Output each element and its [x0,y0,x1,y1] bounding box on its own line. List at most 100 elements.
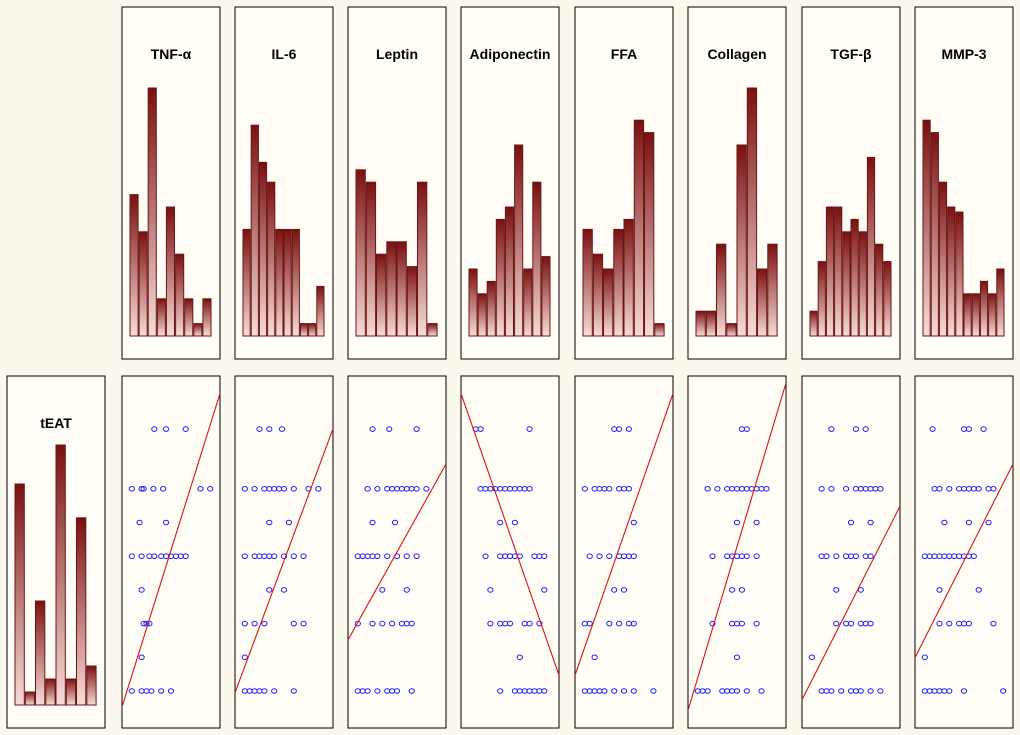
hist-var-4-bar-3 [613,228,624,337]
scatter-point-var-4-32 [601,688,608,694]
regression-line-var-0 [121,393,221,708]
scatter-point-var-3-34 [516,654,523,661]
scatter-point-var-6-33 [828,688,835,694]
hist-var-6-bar-3 [834,206,843,337]
scatter-point-var-4-14 [606,553,613,560]
hist-var-6-bar-5 [850,218,859,337]
scatter-point-var-5-1 [743,426,750,432]
scatter-point-var-2-20 [384,553,391,560]
hist-var-6-bar-9 [883,261,892,337]
hist-var-0-bar-6 [184,298,194,337]
scatter-point-var-1-14 [285,519,292,526]
hist-var-0-bar-5 [175,253,185,337]
scatter-point-var-6-3 [818,486,825,492]
scatter-point-var-3-24 [541,553,548,560]
hist-var-7-bar-5 [963,293,972,337]
hist-var-3-bar-3 [495,218,505,337]
scatter-point-var-7-31 [946,620,953,627]
scatter-point-var-6-22 [833,587,840,593]
hist-var-3-bar-1 [477,293,487,337]
scatter-point-var-4-33 [611,688,618,694]
scatter-point-var-3-13 [526,486,533,492]
scatter-point-var-5-14 [753,519,760,526]
hist-var-3-bar-0 [468,268,478,337]
scatter-point-var-7-15 [965,519,973,526]
scatter-point-var-5-22 [729,587,736,593]
hist-var-4-bar-5 [633,119,645,337]
scatter-point-var-2-2 [413,426,420,432]
scatter-point-var-4-2 [625,426,633,432]
response-panel-teat: tEAT [6,375,106,729]
histogram-panel-var-0: TNF-α [121,6,221,360]
scatter-point-var-4-22 [586,620,593,627]
hist-var-0-bar-1 [138,231,148,337]
scatter-point-var-0-31 [158,688,165,694]
variable-title: Leptin [376,46,418,62]
hist-var-1-bar-3 [267,181,276,337]
scatter-point-var-0-25 [146,620,153,627]
scatter-point-var-0-32 [167,688,175,694]
hist-teat-bar-6 [76,517,87,706]
hist-var-2-bar-2 [376,253,387,337]
hist-var-2-bar-4 [396,241,407,337]
scatter-point-var-7-36 [921,654,928,661]
scatter-point-var-6-13 [867,519,874,526]
scatter-point-var-3-15 [511,519,519,526]
hist-var-7-bar-4 [955,211,964,337]
scatter-point-var-4-20 [620,587,628,593]
scatter-point-var-1-31 [241,654,248,661]
hist-var-2-bar-7 [427,323,438,337]
hist-var-3-bar-2 [486,280,496,337]
scatter-panel-var-1 [234,375,334,729]
hist-var-5-bar-6 [757,268,768,337]
scatter-point-var-0-10 [136,519,143,526]
scatter-point-var-0-3 [128,486,135,492]
scatter-point-var-7-11 [975,486,982,492]
scatter-point-var-0-0 [151,426,158,432]
response-title: tEAT [40,415,72,431]
regression-line-var-1 [234,428,334,693]
hist-var-0-bar-3 [156,298,166,337]
hist-var-5-bar-1 [705,310,717,337]
scatter-point-var-7-6 [946,486,953,492]
scatter-point-var-7-30 [936,620,943,627]
scatter-point-var-1-0 [256,426,263,432]
scatter-point-var-3-26 [541,587,548,593]
hist-teat-bar-7 [86,665,97,706]
scatter-point-var-3-25 [487,587,494,593]
hist-var-5-bar-7 [767,243,778,337]
scatter-point-var-1-21 [280,553,288,560]
scatter-point-var-4-35 [630,688,637,694]
scatter-point-var-3-1 [477,426,484,432]
scatter-point-var-2-39 [393,688,401,694]
hist-var-3-bar-5 [514,144,524,337]
scatter-point-var-6-19 [852,553,860,560]
scatter-point-var-7-5 [936,486,943,492]
scatter-point-var-1-20 [271,553,278,560]
scatter-point-var-6-34 [838,688,845,694]
scatter-point-var-0-1 [163,426,170,432]
scatter-point-var-4-26 [630,620,637,627]
scatter-point-var-6-15 [823,553,830,560]
scatter-point-var-5-15 [709,553,716,560]
scatter-panel-var-7 [914,375,1014,729]
scatter-point-var-1-28 [261,620,268,627]
scatter-point-var-6-38 [867,688,874,694]
hist-var-5-bar-4 [736,144,747,337]
scatter-point-var-2-3 [364,486,371,492]
scatter-point-var-1-27 [251,620,258,627]
scatter-point-var-0-7 [160,486,167,492]
scatter-point-var-1-15 [241,553,248,560]
scatter-point-var-7-14 [941,519,948,526]
scatter-point-var-7-0 [929,426,936,432]
scatter-point-var-5-20 [743,553,750,560]
hist-var-1-bar-7 [299,323,309,337]
hist-var-0-bar-7 [193,323,203,337]
hist-var-0-bar-8 [202,298,212,337]
hist-var-1-bar-6 [291,228,300,337]
scatter-point-var-6-2 [862,426,869,432]
scatter-point-var-5-12 [763,486,770,492]
hist-var-5-bar-5 [746,87,758,337]
scatter-point-var-0-5 [140,486,147,492]
scatter-panel-var-6 [801,375,901,729]
